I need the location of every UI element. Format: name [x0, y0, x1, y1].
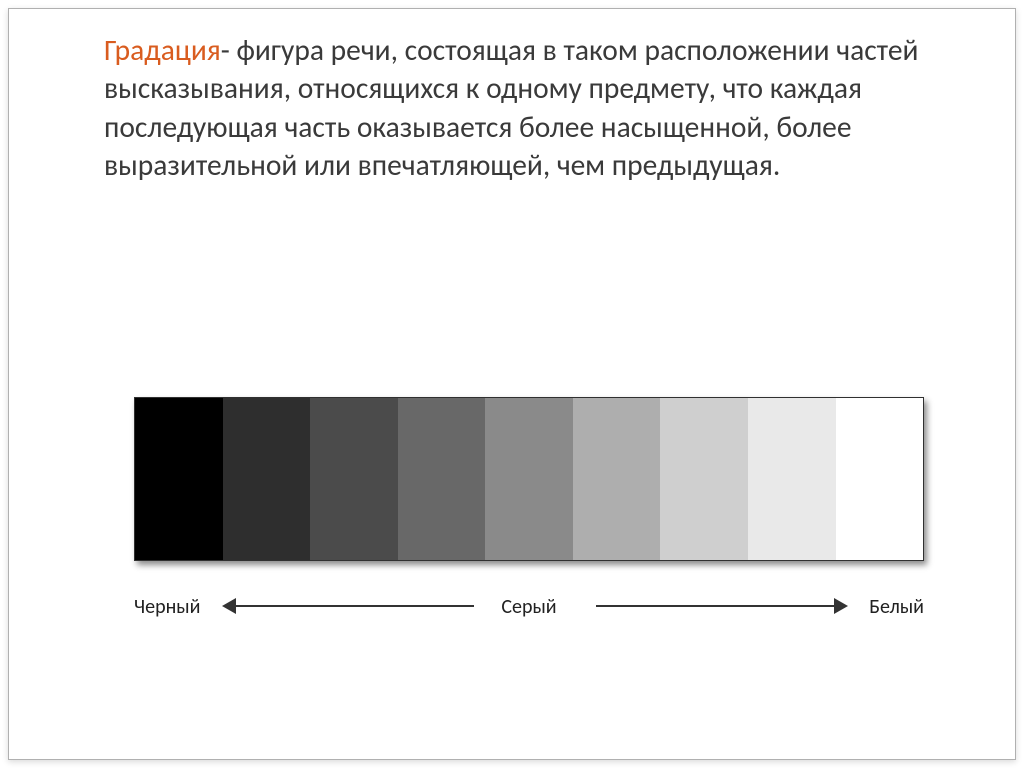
definition-paragraph: Градация- фигура речи, состоящая в таком…: [104, 31, 945, 184]
swatch-7: [748, 398, 836, 560]
arrow-right-line: [596, 605, 836, 607]
swatch-2: [310, 398, 398, 560]
scale-labels: Черный Серый Белый: [134, 591, 924, 631]
label-gray: Серый: [501, 595, 556, 619]
definition-text: - фигура речи, состоящая в таком располо…: [104, 32, 918, 183]
swatch-5: [573, 398, 661, 560]
swatch-1: [223, 398, 311, 560]
label-black: Черный: [134, 595, 200, 619]
arrow-right-icon: [834, 598, 848, 614]
swatch-4: [485, 398, 573, 560]
swatch-3: [398, 398, 486, 560]
grayscale-scale: Черный Серый Белый: [134, 397, 924, 631]
swatch-6: [660, 398, 748, 560]
slide-frame: Градация- фигура речи, состоящая в таком…: [8, 8, 1016, 760]
term-word: Градация: [104, 32, 221, 68]
swatch-0: [135, 398, 223, 560]
arrow-left-line: [234, 605, 474, 607]
label-white: Белый: [869, 595, 924, 619]
swatch-row: [134, 397, 924, 561]
swatch-8: [836, 398, 924, 560]
